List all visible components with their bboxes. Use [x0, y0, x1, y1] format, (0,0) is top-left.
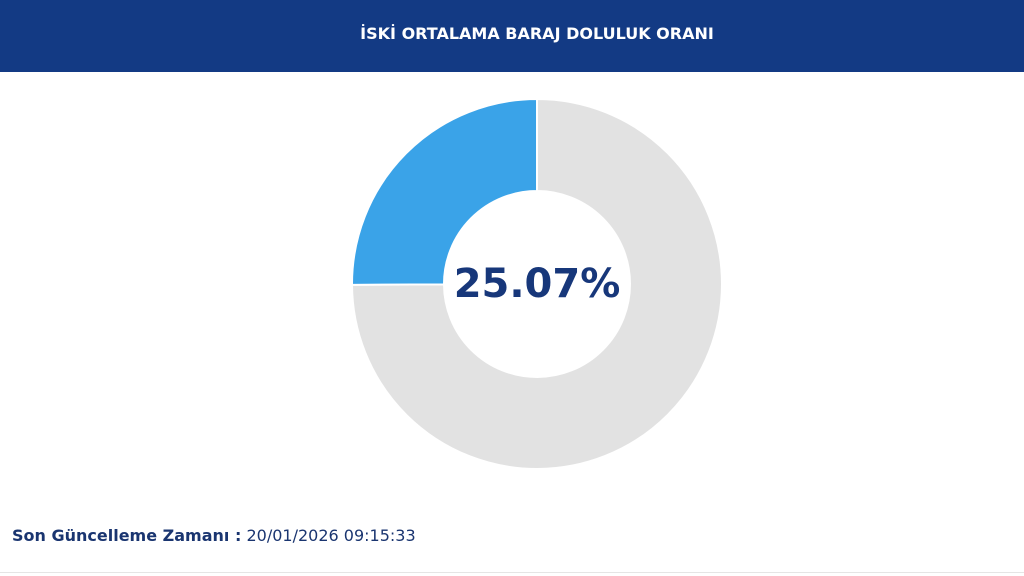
footer: Son Güncelleme Zamanı : 20/01/2026 09:15… [12, 526, 416, 545]
footer-value: 20/01/2026 09:15:33 [246, 526, 416, 545]
donut-segment [350, 97, 723, 470]
header: İSKİ ORTALAMA BARAJ DOLULUK ORANI [0, 0, 1024, 72]
chart: 25.07% [350, 97, 723, 470]
divider [0, 572, 1024, 573]
footer-label: Son Güncelleme Zamanı : [12, 526, 242, 545]
chart-title: İSKİ ORTALAMA BARAJ DOLULUK ORANI [360, 24, 714, 43]
center-label: 25.07% [454, 261, 621, 307]
donut-segment [351, 97, 538, 286]
